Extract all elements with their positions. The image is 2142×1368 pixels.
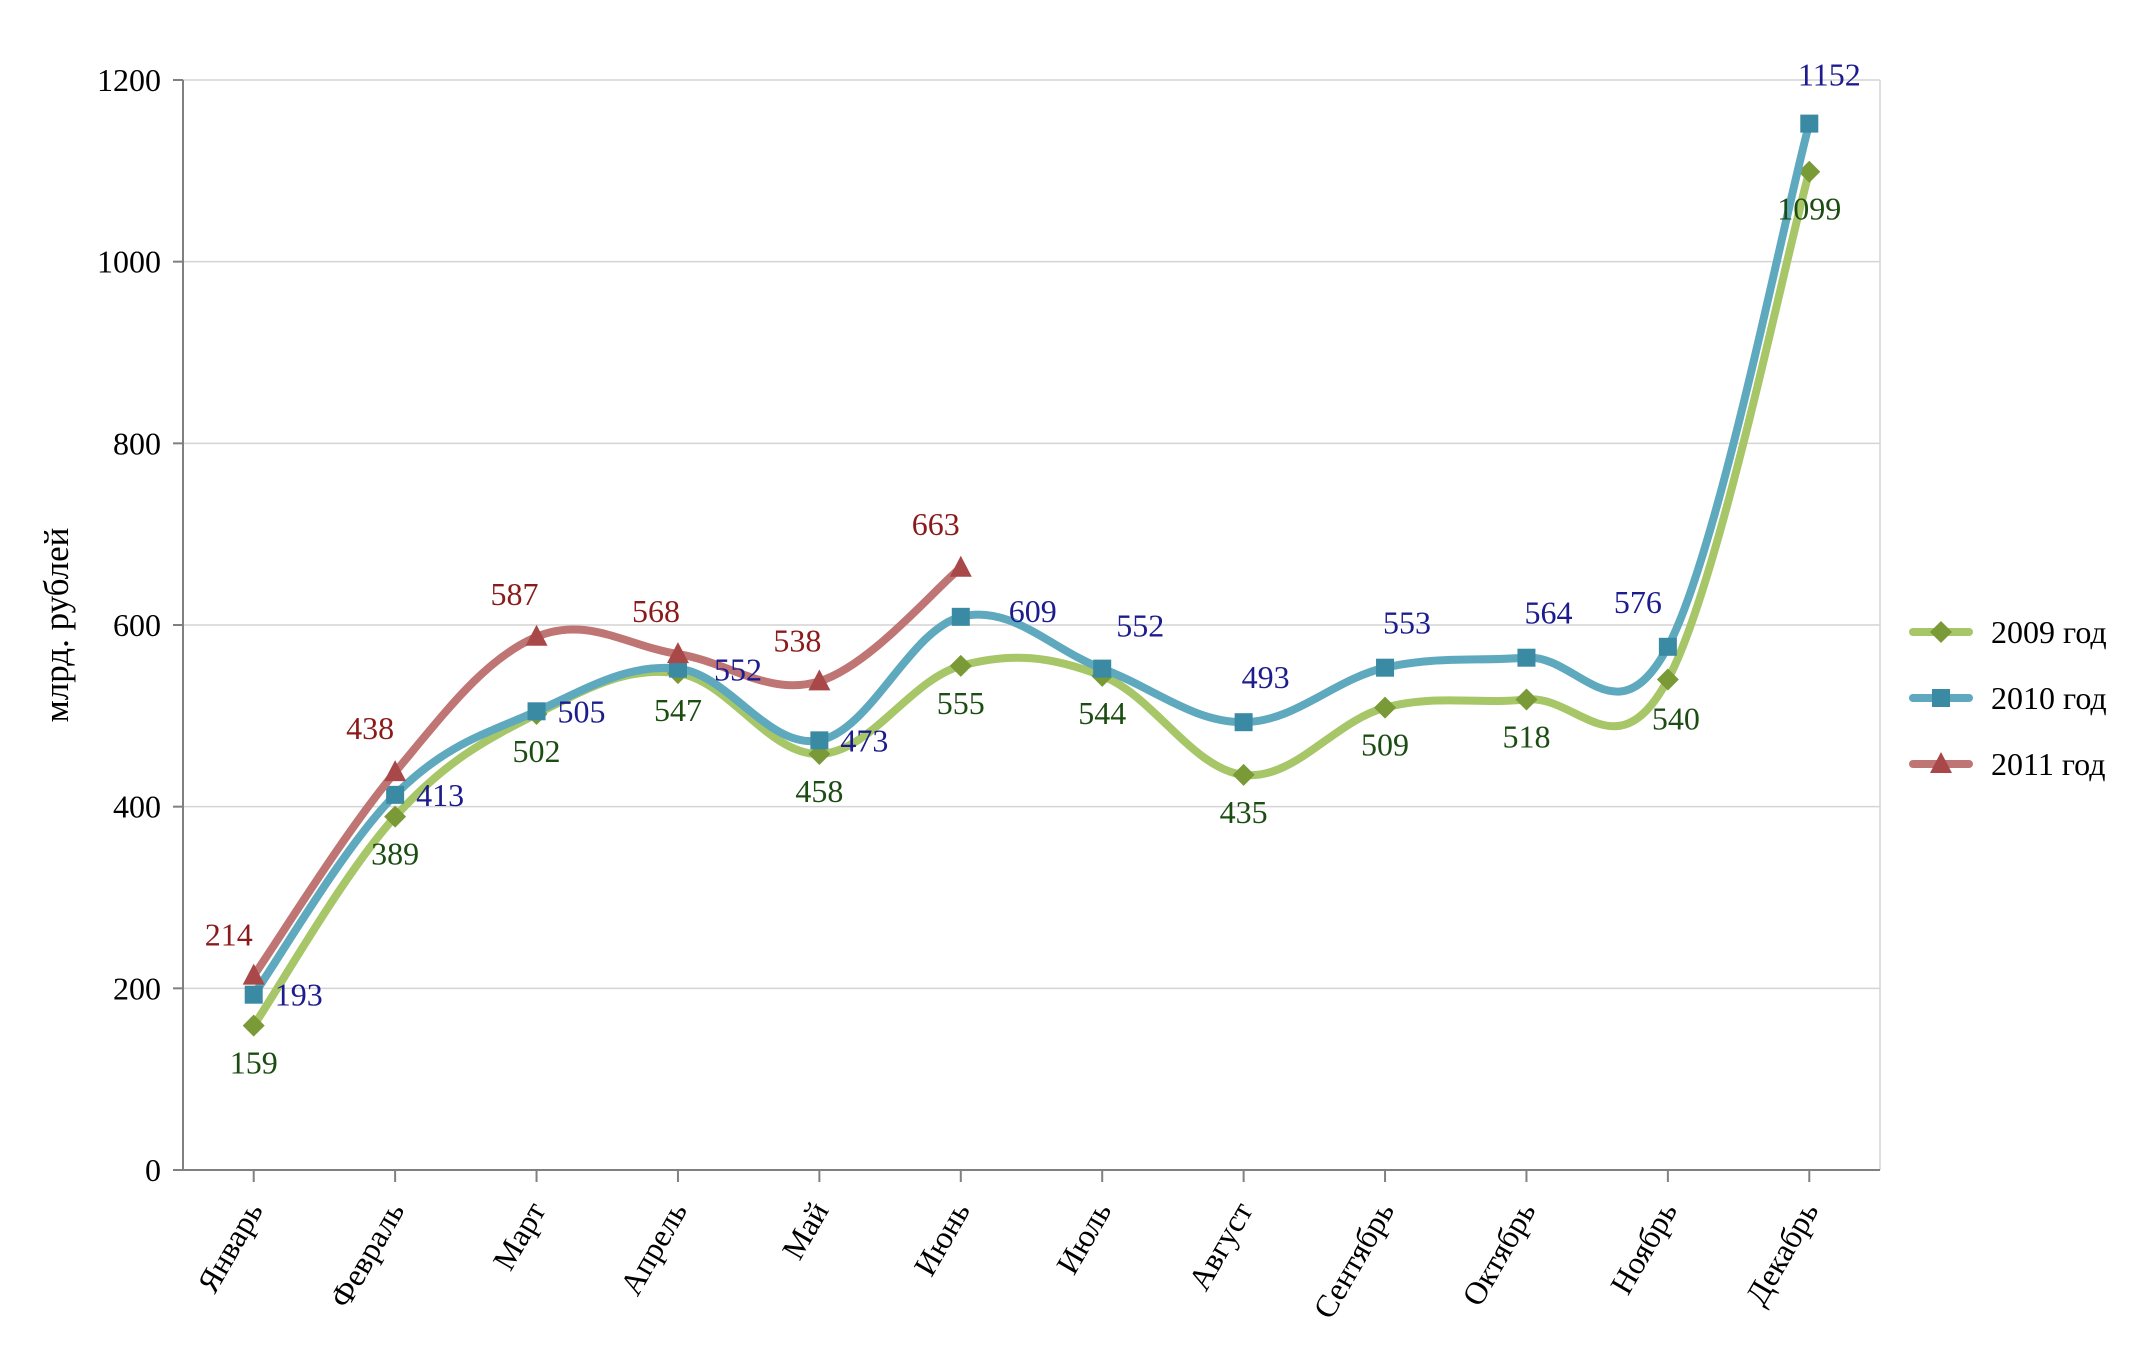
y-axis-label: млрд. рублей xyxy=(37,528,76,723)
x-tick-label: Сентябрь xyxy=(1306,1196,1401,1325)
x-tick-label: Май xyxy=(774,1196,835,1266)
data-point xyxy=(951,607,970,626)
data-point xyxy=(384,760,407,782)
data-label: 544 xyxy=(1078,695,1126,731)
data-label: 576 xyxy=(1614,584,1662,620)
data-point xyxy=(242,1014,265,1037)
data-point xyxy=(386,785,405,804)
data-label: 553 xyxy=(1383,605,1431,641)
data-point xyxy=(525,624,548,646)
data-point xyxy=(1093,659,1112,678)
legend-label: 2010 год xyxy=(1991,680,2107,716)
data-point xyxy=(949,654,972,677)
data-label: 540 xyxy=(1652,701,1700,737)
data-label: 555 xyxy=(937,685,985,721)
data-point xyxy=(242,963,265,985)
data-label: 502 xyxy=(513,733,561,769)
data-point xyxy=(527,702,546,721)
data-label: 509 xyxy=(1361,727,1409,763)
series-line xyxy=(249,563,965,980)
data-point xyxy=(1658,637,1677,656)
grid xyxy=(183,79,1881,1170)
x-tick-label: Июль xyxy=(1049,1196,1119,1280)
data-label: 1099 xyxy=(1777,191,1841,227)
data-label: 473 xyxy=(840,722,888,758)
data-point xyxy=(666,642,689,664)
data-point xyxy=(1798,160,1821,183)
data-label: 1152 xyxy=(1798,57,1861,93)
data-label: 214 xyxy=(205,917,253,953)
x-tick-label: Декабрь xyxy=(1738,1196,1825,1311)
data-label: 564 xyxy=(1524,595,1572,631)
data-label: 413 xyxy=(416,777,464,813)
data-point xyxy=(949,555,972,577)
x-tick-label: Апрель xyxy=(612,1196,694,1301)
data-label: 193 xyxy=(275,977,323,1013)
data-point xyxy=(1515,688,1538,711)
legend-marker xyxy=(1930,752,1952,773)
data-label: 552 xyxy=(714,652,762,688)
x-tick-label: Февраль xyxy=(322,1196,411,1314)
data-point xyxy=(808,669,831,691)
data-label: 538 xyxy=(773,622,821,658)
data-label: 435 xyxy=(1220,794,1268,830)
data-label: 552 xyxy=(1116,608,1164,644)
x-tick-label: Январь xyxy=(190,1196,270,1299)
series-line xyxy=(249,119,1814,999)
data-label: 568 xyxy=(632,593,680,629)
data-point xyxy=(1376,658,1395,677)
legend: 2009 год 2010 год 2011 год xyxy=(1909,614,2107,782)
data-point xyxy=(1234,713,1253,732)
data-label: 159 xyxy=(230,1045,278,1081)
x-tick-label: Август xyxy=(1181,1195,1260,1296)
data-point xyxy=(668,659,687,678)
data-label: 389 xyxy=(371,836,419,872)
data-label: 609 xyxy=(1009,593,1057,629)
data-point xyxy=(1232,763,1255,786)
series xyxy=(242,114,1821,1037)
legend-marker xyxy=(1932,689,1950,707)
x-tick-label: Март xyxy=(485,1195,552,1276)
data-point xyxy=(810,731,829,750)
data-label: 458 xyxy=(795,773,843,809)
data-point xyxy=(1517,648,1536,667)
y-tick-label: 200 xyxy=(113,970,161,1006)
y-tick-label: 0 xyxy=(145,1152,161,1188)
y-tick-label: 800 xyxy=(113,425,161,461)
legend-label: 2009 год xyxy=(1991,614,2107,650)
x-tick-label: Ноябрь xyxy=(1603,1196,1684,1301)
x-tick-label: Июнь xyxy=(906,1196,977,1282)
data-label: 587 xyxy=(491,576,539,612)
y-tick-label: 400 xyxy=(113,789,161,825)
y-tick-label: 600 xyxy=(113,607,161,643)
legend-marker xyxy=(1930,621,1952,643)
x-tick-label: Октябрь xyxy=(1455,1196,1543,1312)
legend-label: 2011 год xyxy=(1991,746,2106,782)
data-label: 505 xyxy=(558,693,606,729)
y-tick-label: 1200 xyxy=(97,62,161,98)
data-point xyxy=(244,985,263,1004)
data-label: 438 xyxy=(346,710,394,746)
data-label: 493 xyxy=(1242,659,1290,695)
data-point xyxy=(384,805,407,828)
data-labels: 159 389 502 547 458 555 544 435 509 518 540 1099 193… xyxy=(205,57,1861,1081)
data-point xyxy=(1800,114,1819,133)
data-label: 547 xyxy=(654,692,702,728)
data-point xyxy=(1656,668,1679,691)
y-tick-label: 1000 xyxy=(97,244,161,280)
data-point xyxy=(1374,696,1397,719)
data-label: 663 xyxy=(912,506,960,542)
data-label: 518 xyxy=(1502,718,1550,754)
